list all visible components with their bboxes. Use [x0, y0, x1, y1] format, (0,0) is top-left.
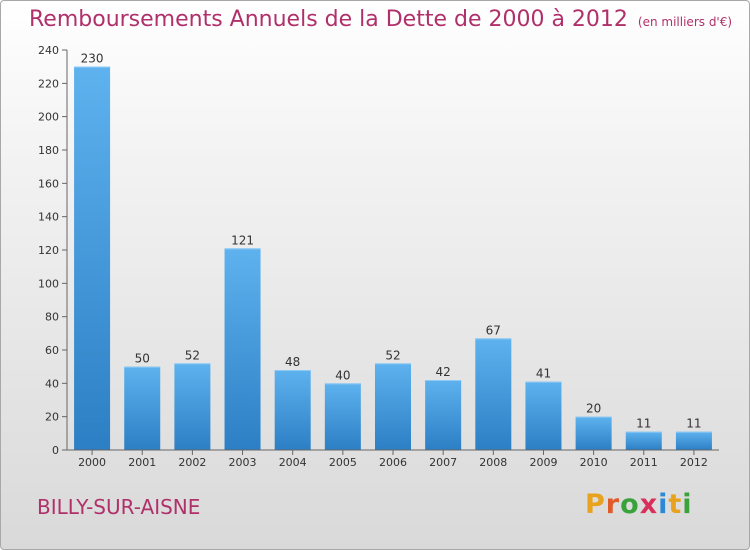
bar-value-label: 41	[536, 367, 551, 381]
y-tick-label: 100	[38, 277, 59, 290]
y-tick-label: 240	[38, 44, 59, 57]
bar-value-label: 50	[135, 352, 150, 366]
bar-2011	[625, 431, 662, 450]
bar-value-label: 11	[636, 417, 651, 431]
bar-value-label: 67	[486, 323, 501, 337]
x-tick-label: 2000	[78, 456, 106, 469]
x-tick-label: 2007	[429, 456, 457, 469]
y-tick-label: 220	[38, 77, 59, 90]
bar-2005	[324, 383, 361, 450]
logo-letter: x	[639, 489, 659, 520]
logo-letter: i	[658, 489, 669, 520]
x-tick-label: 2008	[479, 456, 507, 469]
x-tick-label: 2012	[680, 456, 708, 469]
unit-subtitle: (en milliers d'€)	[637, 15, 733, 29]
bar-value-label: 40	[335, 368, 350, 382]
chart-title: Remboursements Annuels de la Dette de 20…	[29, 7, 732, 32]
bar-2002	[174, 363, 211, 450]
bar-2004	[274, 370, 311, 450]
y-axis: 0 20 40 60 80 100 120 140 160 180 200 220 240	[38, 44, 68, 457]
x-tick-label: 2011	[630, 456, 658, 469]
bar-2008	[475, 338, 512, 450]
bar-2003	[224, 248, 261, 450]
y-tick-label: 80	[45, 311, 59, 324]
x-tick-label: 2003	[229, 456, 257, 469]
bar-value-label: 48	[285, 355, 300, 369]
logo-letter: o	[620, 489, 640, 520]
x-tick-label: 2005	[329, 456, 357, 469]
x-axis: 2000 2001 2002 2003 2004 2005 2006 2007 2008 2009…	[67, 449, 719, 469]
x-tick-label: 2009	[529, 456, 557, 469]
bar-2001	[124, 366, 161, 450]
bar-value-label: 52	[385, 348, 400, 362]
y-tick-label: 60	[45, 344, 59, 357]
bar-2007	[425, 380, 462, 450]
bar-value-label: 52	[185, 348, 200, 362]
y-tick-label: 40	[45, 377, 59, 390]
y-tick-label: 140	[38, 211, 59, 224]
y-tick-label: 0	[52, 444, 59, 457]
bar-2010	[575, 416, 612, 450]
bar-2000	[74, 66, 111, 451]
proxiti-logo: Proxiti	[585, 489, 693, 520]
logo-letter: t	[668, 489, 683, 520]
y-tick-label: 160	[38, 177, 59, 190]
y-tick-label: 20	[45, 411, 59, 424]
logo-letter: P	[585, 489, 606, 520]
x-tick-label: 2006	[379, 456, 407, 469]
y-tick-label: 120	[38, 244, 59, 257]
x-tick-label: 2004	[279, 456, 307, 469]
bar-2012	[675, 431, 712, 450]
bar-2009	[525, 381, 562, 450]
bar-value-label: 42	[436, 365, 451, 379]
x-tick-label: 2001	[128, 456, 156, 469]
commune-name: BILLY-SUR-AISNE	[37, 495, 201, 519]
x-tick-label: 2010	[580, 456, 608, 469]
bar-value-label: 121	[231, 233, 254, 247]
x-tick-label: 2002	[178, 456, 206, 469]
y-tick-label: 200	[38, 111, 59, 124]
bar-value-label: 20	[586, 402, 601, 416]
logo-letter: r	[605, 489, 621, 520]
bar-value-label: 11	[686, 417, 701, 431]
bar-2006	[375, 363, 411, 450]
bars-group: 230 50 52 121 48 40 52 42 67 41 20 11 11	[74, 52, 712, 451]
bar-value-label: 230	[81, 52, 104, 66]
y-tick-label: 180	[38, 144, 59, 157]
title-text: Remboursements Annuels de la Dette de 20…	[29, 7, 628, 32]
logo-letter: i	[682, 489, 693, 520]
